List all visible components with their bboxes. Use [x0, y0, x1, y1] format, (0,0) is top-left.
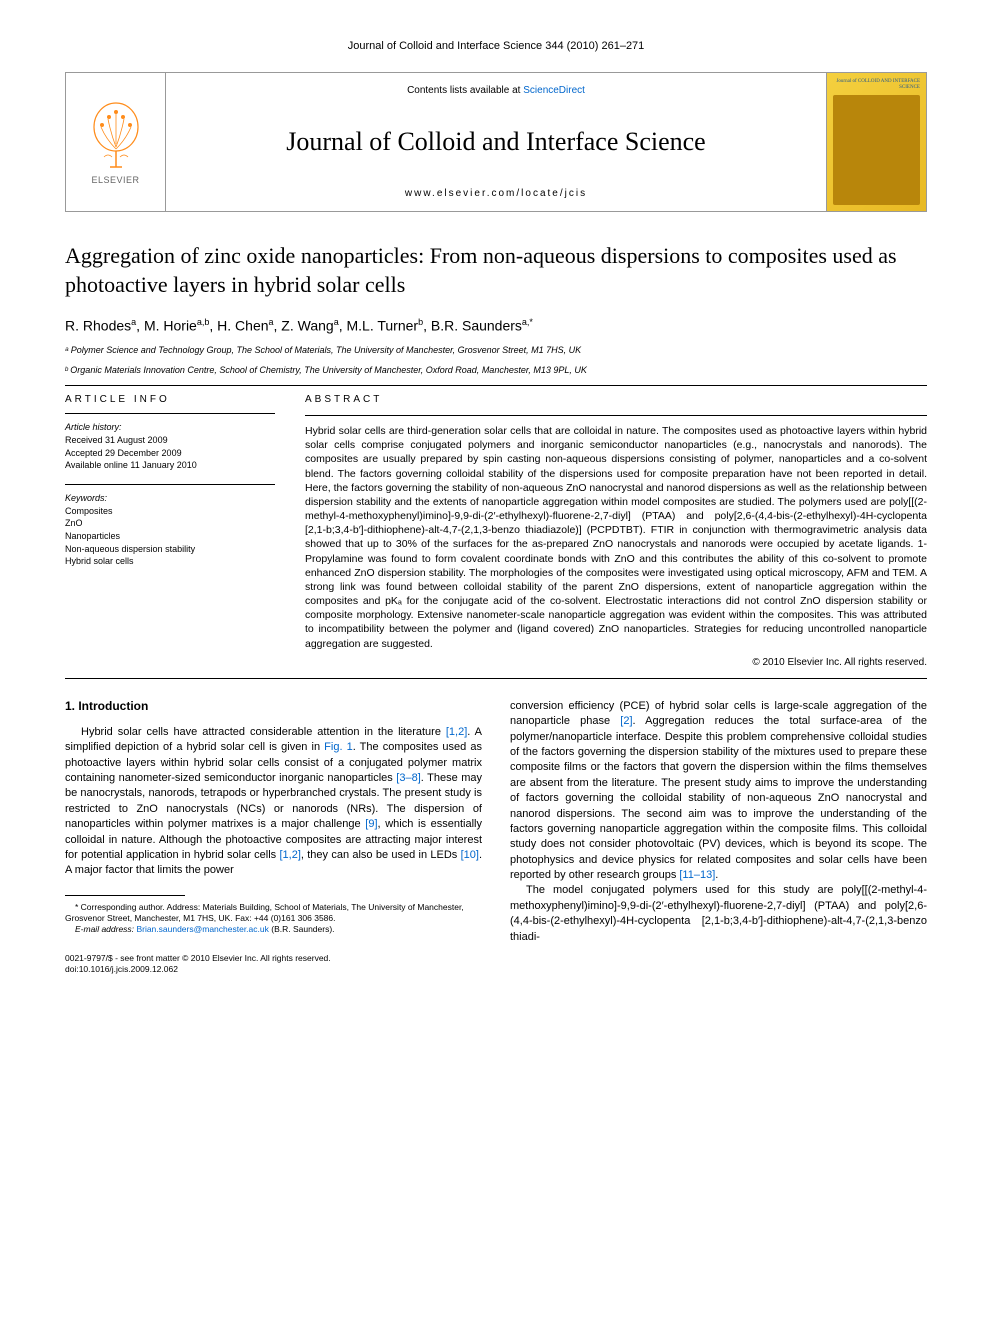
email-suffix: (B.R. Saunders). [271, 924, 334, 934]
cover-image-placeholder [833, 95, 920, 205]
journal-url[interactable]: www.elsevier.com/locate/jcis [405, 188, 587, 199]
copyright-line: © 2010 Elsevier Inc. All rights reserved… [305, 657, 927, 668]
article-info-column: ARTICLE INFO Article history: Received 3… [65, 394, 275, 668]
abstract-column: ABSTRACT Hybrid solar cells are third-ge… [305, 394, 927, 668]
intro-paragraph-2: The model conjugated polymers used for t… [510, 883, 927, 945]
divider-top [65, 385, 927, 386]
affiliation-b: ᵇ Organic Materials Innovation Centre, S… [65, 364, 927, 377]
body-columns: 1. Introduction Hybrid solar cells have … [65, 699, 927, 975]
authors-list: R. Rhodesa, M. Horiea,b, H. Chena, Z. Wa… [65, 317, 927, 334]
history-label: Article history: [65, 422, 275, 432]
affiliation-a: ᵃ Polymer Science and Technology Group, … [65, 344, 927, 357]
keywords-label: Keywords: [65, 493, 275, 503]
article-info-heading: ARTICLE INFO [65, 394, 275, 405]
divider-bottom [65, 678, 927, 679]
footer-line-1: 0021-9797/$ - see front matter © 2010 El… [65, 953, 482, 964]
contents-prefix: Contents lists available at [407, 85, 523, 96]
email-link[interactable]: Brian.saunders@manchester.ac.uk [136, 924, 268, 934]
journal-center: Contents lists available at ScienceDirec… [166, 73, 826, 211]
info-divider-1 [65, 413, 275, 414]
cover-title-text: Journal of COLLOID AND INTERFACE SCIENCE [833, 79, 920, 91]
footer-doi-line: doi:10.1016/j.jcis.2009.12.062 [65, 964, 482, 975]
intro-paragraph-1: Hybrid solar cells have attracted consid… [65, 725, 482, 879]
corresponding-author-footnote: * Corresponding author. Address: Materia… [65, 902, 482, 924]
abstract-text: Hybrid solar cells are third-generation … [305, 424, 927, 651]
email-footnote: E-mail address: Brian.saunders@mancheste… [65, 924, 482, 935]
abstract-heading: ABSTRACT [305, 394, 927, 405]
abstract-divider [305, 415, 927, 416]
footnote-divider [65, 895, 185, 896]
footer-issn-line: 0021-9797/$ - see front matter © 2010 El… [65, 953, 482, 975]
email-label: E-mail address: [75, 924, 134, 934]
section-heading-intro: 1. Introduction [65, 699, 482, 713]
info-divider-2 [65, 484, 275, 485]
journal-header-box: ELSEVIER Contents lists available at Sci… [65, 72, 927, 212]
history-text: Received 31 August 2009Accepted 29 Decem… [65, 434, 275, 472]
contents-line: Contents lists available at ScienceDirec… [407, 85, 585, 96]
publisher-logo[interactable]: ELSEVIER [66, 73, 166, 211]
body-column-right: conversion efficiency (PCE) of hybrid so… [510, 699, 927, 975]
journal-cover-thumbnail: Journal of COLLOID AND INTERFACE SCIENCE [826, 73, 926, 211]
body-column-left: 1. Introduction Hybrid solar cells have … [65, 699, 482, 975]
affiliations-block: ᵃ Polymer Science and Technology Group, … [65, 344, 927, 377]
article-title: Aggregation of zinc oxide nanoparticles:… [65, 242, 927, 299]
sciencedirect-link[interactable]: ScienceDirect [523, 85, 585, 96]
citation-line: Journal of Colloid and Interface Science… [65, 40, 927, 52]
publisher-name: ELSEVIER [91, 175, 139, 185]
keywords-text: CompositesZnONanoparticlesNon-aqueous di… [65, 505, 275, 568]
intro-paragraph-1-cont: conversion efficiency (PCE) of hybrid so… [510, 699, 927, 884]
info-abstract-row: ARTICLE INFO Article history: Received 3… [65, 394, 927, 668]
elsevier-tree-icon [86, 99, 146, 169]
journal-name: Journal of Colloid and Interface Science [286, 127, 705, 157]
